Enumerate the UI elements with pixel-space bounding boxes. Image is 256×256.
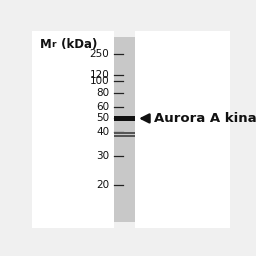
Text: 30: 30 [96,151,109,161]
Bar [114,135,135,137]
Bar [114,116,135,121]
Text: 60: 60 [96,102,109,112]
Text: 50: 50 [96,113,109,123]
Text: M: M [40,38,52,51]
Text: 20: 20 [96,180,109,190]
Text: Aurora A kinase: Aurora A kinase [154,112,256,125]
Bar [114,132,135,134]
Text: 250: 250 [90,49,109,59]
Text: (kDa): (kDa) [57,38,97,51]
Text: 40: 40 [96,127,109,137]
Text: 80: 80 [96,88,109,98]
Text: 120: 120 [90,70,109,80]
Bar [114,37,135,222]
Text: 100: 100 [90,76,109,86]
Text: r: r [51,40,55,49]
Bar [135,31,230,228]
Bar [32,31,114,228]
